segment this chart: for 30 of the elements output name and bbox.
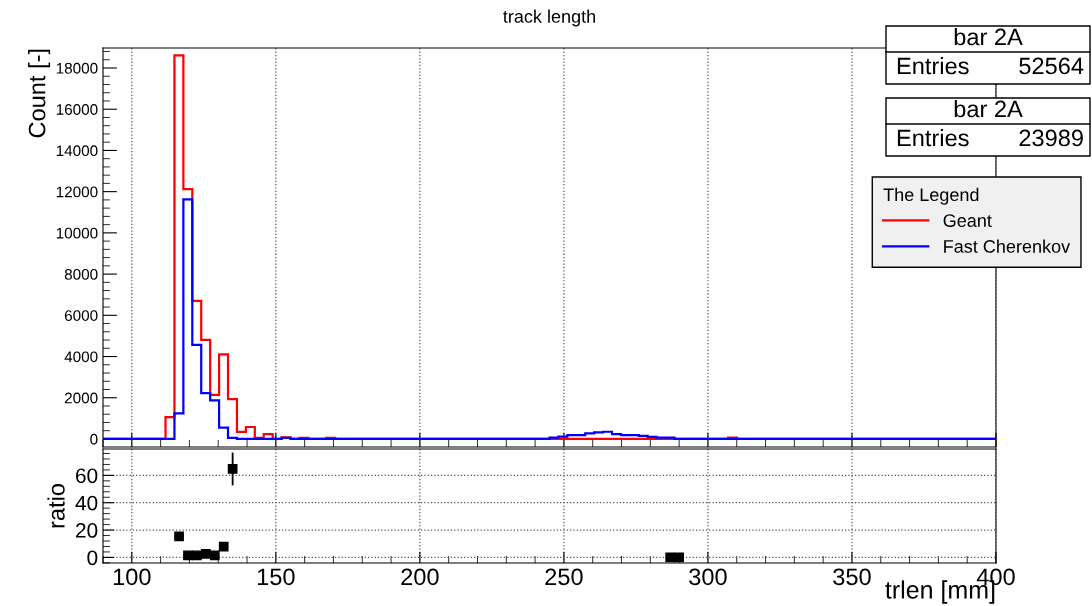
y-tick-label: 0	[90, 433, 98, 445]
y-tick-label: 20	[76, 523, 98, 538]
y-tick-label: 6000	[64, 310, 98, 321]
y-tick-label: 8000	[64, 268, 98, 280]
y-tick-label: 10000	[56, 227, 98, 239]
text: bar 2A	[954, 28, 1023, 46]
y-tick-label: 40	[75, 495, 98, 511]
y-axis-title: ratio	[47, 484, 65, 528]
annotation: bar 2A	[954, 100, 1023, 118]
y-tick-label: 12000	[56, 186, 98, 198]
y-tick-label: 18000	[56, 62, 98, 74]
legend-label: Fast Cherenkov	[944, 239, 1071, 253]
chart-title: track length	[503, 9, 595, 27]
y-tick-label: 0	[87, 550, 98, 566]
legend-title: The Legend	[883, 187, 979, 205]
x-tick-label: 150	[257, 568, 295, 586]
y-tick-label: 4000	[64, 351, 98, 363]
y-axis-title: Count [-]	[28, 49, 51, 138]
legend-label: Geant	[943, 214, 992, 227]
x-tick-label: 300	[689, 568, 727, 586]
x-tick-label: 100	[113, 568, 151, 586]
y-tick-label: 14000	[56, 145, 98, 157]
y-tick-label: 60	[76, 468, 98, 484]
y-tick-label: 16000	[56, 104, 98, 115]
text: Entries 23989	[897, 129, 1083, 147]
x-tick-label: 200	[401, 568, 439, 586]
text: Entries 52564	[897, 57, 1084, 75]
y-tick-label: 2000	[64, 392, 98, 404]
x-tick-label: 250	[545, 568, 583, 586]
x-tick-label: 350	[833, 568, 871, 586]
